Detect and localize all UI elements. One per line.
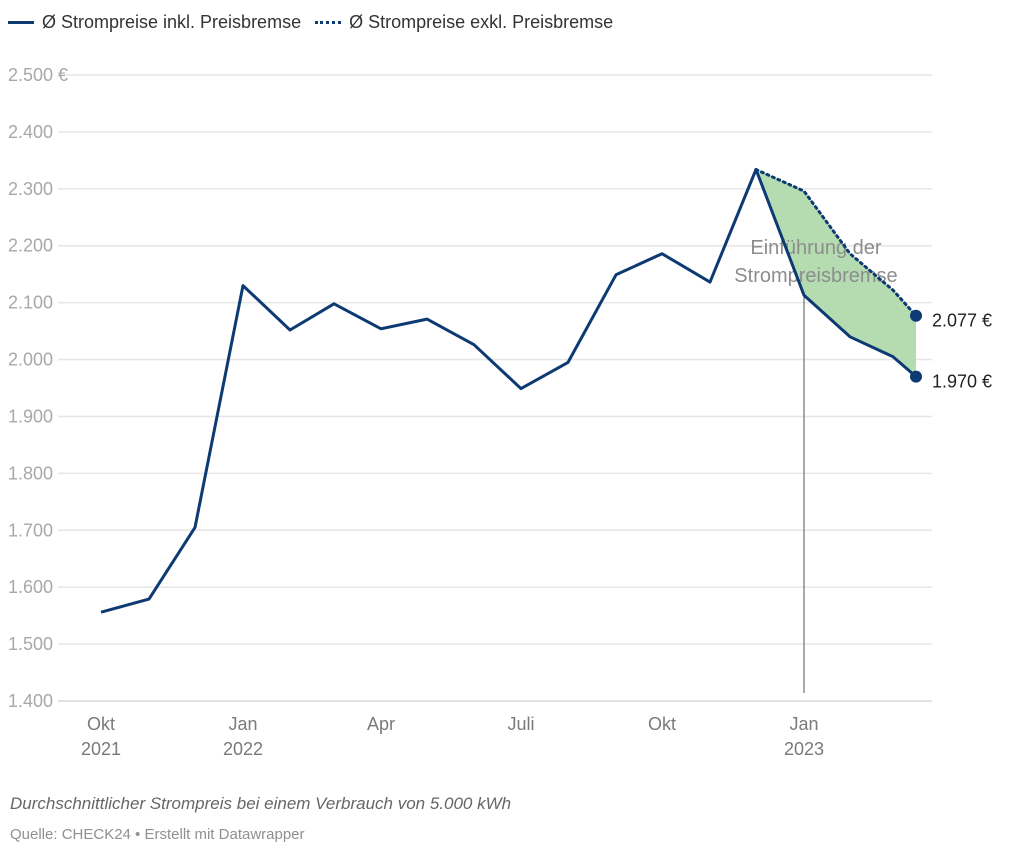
y-tick-label: 1.900 <box>8 406 53 426</box>
legend-item-exkl: Ø Strompreise exkl. Preisbremse <box>315 12 613 33</box>
series-line-exkl <box>754 168 918 318</box>
x-tick-label: Juli <box>507 714 534 734</box>
y-tick-label: 1.700 <box>8 520 53 540</box>
legend-item-inkl: Ø Strompreise inkl. Preisbremse <box>8 12 301 33</box>
chart-source: Quelle: CHECK24 • Erstellt mit Datawrapp… <box>10 826 305 843</box>
x-axis-ticks: Okt 2021 Jan 2022 Apr Juli Okt Jan 2023 <box>81 714 824 759</box>
x-tick-year: 2021 <box>81 739 121 759</box>
x-tick-year: 2023 <box>784 739 824 759</box>
y-tick-label: 2.300 <box>8 179 53 199</box>
dotted-line-swatch-icon <box>315 21 342 24</box>
y-tick-label: 2.500 € <box>8 65 68 85</box>
x-tick-year: 2022 <box>223 739 263 759</box>
solid-line-swatch-icon <box>8 21 34 24</box>
x-tick-label: Okt <box>87 714 115 734</box>
y-tick-label: 2.200 <box>8 236 53 256</box>
x-tick-label: Okt <box>648 714 676 734</box>
x-tick-label: Jan <box>789 714 818 734</box>
y-tick-label: 1.600 <box>8 577 53 597</box>
y-tick-label: 2.000 <box>8 350 53 370</box>
annotation-line-2: Strompreisbremse <box>734 265 897 287</box>
x-tick-label: Apr <box>367 714 395 734</box>
y-tick-label: 1.500 <box>8 634 53 654</box>
legend-label-exkl: Ø Strompreise exkl. Preisbremse <box>349 12 614 32</box>
y-axis-ticks: 2.500 € 2.400 2.300 2.200 2.100 2.000 1.900 1.8… <box>8 65 68 711</box>
legend-label-inkl: Ø Strompreise inkl. Preisbremse <box>42 12 302 32</box>
series-line-inkl <box>100 168 917 614</box>
chart-notes: Durchschnittlicher Strompreis bei einem … <box>10 794 512 813</box>
y-tick-label: 1.800 <box>8 463 53 483</box>
end-label-inkl: 1.970 € <box>932 372 992 392</box>
gridlines <box>58 74 932 702</box>
annotation-line-1: Einführung der <box>750 237 882 259</box>
chart-legend: Ø Strompreise inkl. Preisbremse Ø Stromp… <box>8 12 627 33</box>
y-tick-label: 1.400 <box>8 691 53 711</box>
preisbremse-savings-area <box>756 169 916 377</box>
y-tick-label: 2.100 <box>8 293 53 313</box>
end-point-exkl <box>910 309 922 322</box>
x-tick-label: Jan <box>228 714 257 734</box>
end-point-inkl <box>910 370 922 383</box>
y-tick-label: 2.400 <box>8 122 53 142</box>
end-label-exkl: 2.077 € <box>932 311 992 331</box>
